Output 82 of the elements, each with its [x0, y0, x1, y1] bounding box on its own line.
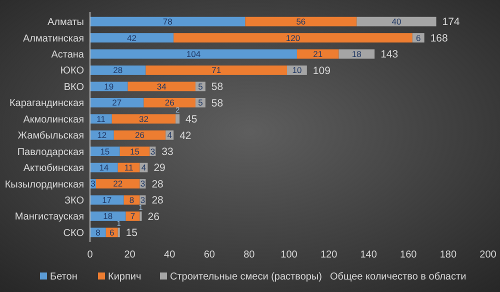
data-label: 11 [124, 162, 134, 173]
data-label: 26 [135, 130, 145, 140]
y-tick-label: Кызылординская [4, 179, 84, 190]
y-tick-label: Жамбыльская [18, 130, 84, 142]
data-label: 15 [100, 146, 110, 156]
y-tick-label: Алматинская [23, 33, 84, 44]
data-label: 5 [198, 81, 204, 92]
data-label: 10 [292, 65, 302, 76]
data-label: 4 [141, 162, 146, 173]
y-tick-label: ВКО [64, 82, 84, 93]
total-label: 29 [154, 162, 166, 174]
data-label: 4 [167, 130, 172, 140]
x-tick-label: 40 [164, 250, 176, 260]
legend-label: Строительные смеси (растворы) [170, 272, 322, 282]
x-tick-label: 100 [280, 250, 298, 260]
data-label: 19 [104, 81, 114, 92]
y-tick-label: Акмолинская [23, 114, 84, 126]
data-label: 22 [113, 178, 123, 189]
data-label: 104 [186, 48, 201, 59]
data-label: 3 [90, 178, 96, 189]
x-tick-label: 0 [87, 250, 94, 260]
data-label: 21 [313, 48, 323, 59]
total-label: 174 [442, 16, 460, 28]
data-label: 26 [164, 98, 175, 108]
y-tick-label: Актюбинская [23, 163, 84, 174]
x-tick-label: 140 [360, 250, 378, 260]
data-label: 18 [103, 211, 113, 222]
y-tick-label: ЮКО [60, 66, 84, 77]
x-tick-label: 160 [400, 250, 418, 260]
data-label: 12 [97, 130, 107, 140]
data-label: 34 [156, 81, 167, 92]
data-label: 15 [130, 146, 140, 156]
x-tick-label: 80 [244, 250, 256, 260]
data-label: 56 [296, 16, 306, 27]
data-label: 5 [198, 98, 204, 108]
text: Общее количество в области [330, 272, 466, 282]
data-label: 28 [113, 65, 123, 76]
data-label: 8 [96, 227, 101, 238]
total-label: 143 [380, 48, 398, 61]
data-label: 78 [162, 16, 173, 27]
x-tick-label: 200 [480, 250, 497, 260]
data-label: 42 [127, 32, 137, 43]
y-tick-label: Павлодарская [17, 146, 84, 158]
total-label: 28 [152, 194, 164, 207]
data-label: 3 [140, 194, 146, 205]
x-tick-label: 120 [320, 250, 338, 260]
y-tick-label: СКО [63, 228, 84, 239]
data-label: 17 [102, 194, 112, 205]
total-label: 15 [126, 227, 138, 240]
y-tick-label: ЗКО [64, 195, 84, 206]
y-tick-label: Астана [51, 50, 84, 61]
total-label: 26 [148, 210, 160, 223]
data-label: 40 [392, 16, 402, 27]
x-tick-label: 60 [204, 250, 216, 260]
total-label: 109 [312, 64, 331, 77]
x-tick-label: 180 [440, 250, 457, 260]
y-tick-label: Алматы [48, 17, 84, 28]
data-label: 3 [150, 146, 156, 156]
total-label: 33 [162, 146, 174, 158]
legend-label: Бетон [50, 272, 78, 282]
total-label: 168 [430, 32, 448, 44]
data-label: 71 [212, 65, 222, 76]
data-label: 27 [112, 98, 122, 108]
total-label: 45 [186, 114, 198, 126]
total-label: 42 [180, 130, 192, 142]
total-label: 28 [152, 178, 164, 190]
data-label: 6 [416, 32, 421, 43]
y-tick-label: Карагандинская [9, 98, 84, 110]
y-tick-label: Мангистауская [14, 212, 84, 223]
data-label: 14 [99, 162, 109, 173]
legend-label: Кирпич [108, 272, 142, 282]
data-label: 120 [286, 32, 300, 43]
data-label: 8 [129, 194, 134, 205]
x-tick-label: 20 [124, 250, 136, 260]
data-label: 11 [96, 114, 106, 124]
data-label: 32 [138, 114, 149, 124]
data-label: 3 [140, 178, 146, 189]
total-label: 58 [211, 97, 224, 110]
data-label: 18 [352, 48, 362, 59]
data-label: 6 [110, 227, 115, 238]
data-label: 7 [130, 211, 136, 222]
total-label: 58 [211, 81, 224, 94]
